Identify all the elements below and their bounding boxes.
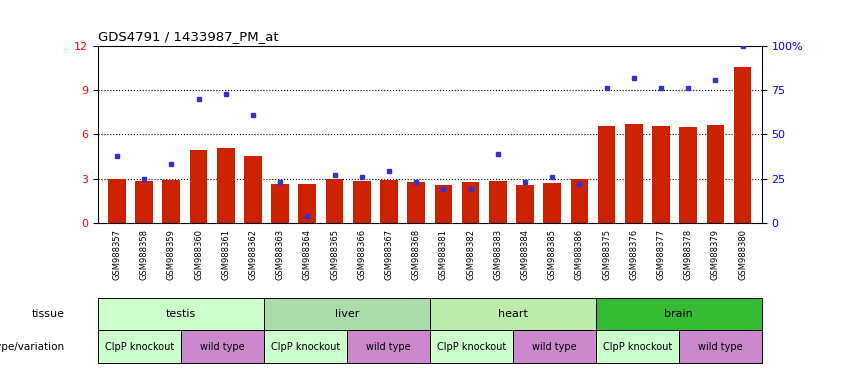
Bar xyxy=(462,182,479,223)
Text: ■: ■ xyxy=(102,383,114,384)
Bar xyxy=(163,180,180,223)
Bar xyxy=(180,330,264,363)
Bar xyxy=(244,156,262,223)
Bar xyxy=(679,330,762,363)
Text: genotype/variation: genotype/variation xyxy=(0,341,65,352)
Text: ClpP knockout: ClpP knockout xyxy=(105,341,174,352)
Text: ClpP knockout: ClpP knockout xyxy=(271,341,340,352)
Text: GDS4791 / 1433987_PM_at: GDS4791 / 1433987_PM_at xyxy=(98,30,278,43)
Bar xyxy=(264,298,430,330)
Text: brain: brain xyxy=(665,309,693,319)
Bar xyxy=(98,330,180,363)
Bar xyxy=(408,182,425,223)
Bar xyxy=(264,330,347,363)
Bar xyxy=(108,179,126,223)
Bar xyxy=(430,330,512,363)
Text: ClpP knockout: ClpP knockout xyxy=(437,341,505,352)
Bar xyxy=(435,185,452,223)
Bar xyxy=(98,298,264,330)
Bar xyxy=(679,127,697,223)
Text: liver: liver xyxy=(334,309,359,319)
Bar xyxy=(430,298,596,330)
Bar xyxy=(543,183,561,223)
Bar xyxy=(135,181,153,223)
Text: testis: testis xyxy=(166,309,196,319)
Bar xyxy=(190,150,208,223)
Text: wild type: wild type xyxy=(366,341,410,352)
Bar xyxy=(299,184,317,223)
Bar xyxy=(625,124,643,223)
Bar xyxy=(353,181,370,223)
Bar xyxy=(734,68,751,223)
Bar xyxy=(347,330,430,363)
Text: wild type: wild type xyxy=(698,341,742,352)
Bar xyxy=(271,184,289,223)
Bar xyxy=(596,330,679,363)
Bar xyxy=(380,180,397,223)
Text: wild type: wild type xyxy=(532,341,576,352)
Text: tissue: tissue xyxy=(31,309,65,319)
Text: wild type: wild type xyxy=(200,341,244,352)
Bar xyxy=(326,179,344,223)
Bar xyxy=(516,185,534,223)
Bar xyxy=(652,126,670,223)
Bar xyxy=(570,179,588,223)
Text: ClpP knockout: ClpP knockout xyxy=(603,341,671,352)
Bar xyxy=(512,330,596,363)
Bar xyxy=(596,298,762,330)
Text: heart: heart xyxy=(498,309,528,319)
Bar xyxy=(597,126,615,223)
Bar xyxy=(489,181,506,223)
Bar xyxy=(217,148,235,223)
Bar xyxy=(706,125,724,223)
